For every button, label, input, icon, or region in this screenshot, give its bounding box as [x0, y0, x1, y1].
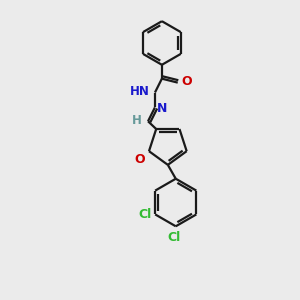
- Text: N: N: [157, 102, 167, 115]
- Text: O: O: [182, 75, 192, 88]
- Text: Cl: Cl: [167, 231, 180, 244]
- Text: Cl: Cl: [138, 208, 151, 221]
- Text: H: H: [132, 114, 142, 127]
- Text: O: O: [134, 153, 145, 166]
- Text: HN: HN: [130, 85, 150, 98]
